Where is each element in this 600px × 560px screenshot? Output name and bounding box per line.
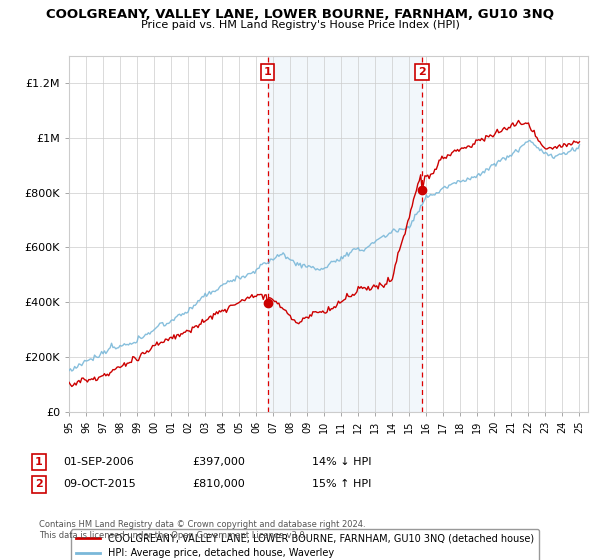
Text: Contains HM Land Registry data © Crown copyright and database right 2024.: Contains HM Land Registry data © Crown c… [39,520,365,529]
Text: 14% ↓ HPI: 14% ↓ HPI [312,457,371,467]
Text: 15% ↑ HPI: 15% ↑ HPI [312,479,371,489]
Bar [268,56,422,412]
Text: 09-OCT-2015: 09-OCT-2015 [63,479,136,489]
Text: This data is licensed under the Open Government Licence v3.0.: This data is licensed under the Open Gov… [39,531,307,540]
Text: COOLGREANY, VALLEY LANE, LOWER BOURNE, FARNHAM, GU10 3NQ: COOLGREANY, VALLEY LANE, LOWER BOURNE, F… [46,8,554,21]
Text: £397,000: £397,000 [192,457,245,467]
Legend: COOLGREANY, VALLEY LANE, LOWER BOURNE, FARNHAM, GU10 3NQ (detached house), HPI: : COOLGREANY, VALLEY LANE, LOWER BOURNE, F… [71,529,539,560]
Text: £810,000: £810,000 [192,479,245,489]
Text: 1: 1 [35,457,43,467]
Text: 2: 2 [35,479,43,489]
Text: 1: 1 [264,67,271,77]
Text: Price paid vs. HM Land Registry's House Price Index (HPI): Price paid vs. HM Land Registry's House … [140,20,460,30]
Text: 2: 2 [418,67,426,77]
Text: 01-SEP-2006: 01-SEP-2006 [63,457,134,467]
